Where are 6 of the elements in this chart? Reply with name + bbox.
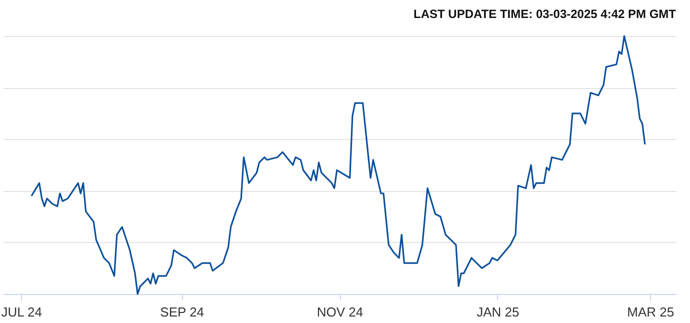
x-tick-label: JAN 25 — [476, 304, 520, 320]
x-tick-label: SEP 24 — [160, 304, 204, 320]
text: LAST UPDATE TIME: 03-03-2025 4:42 PM GMT — [414, 7, 677, 22]
x-tick-label: NOV 24 — [316, 304, 364, 320]
x-tick-label: MAR 25 — [627, 304, 674, 320]
x-tick-label: JUL 24 — [1, 304, 42, 320]
